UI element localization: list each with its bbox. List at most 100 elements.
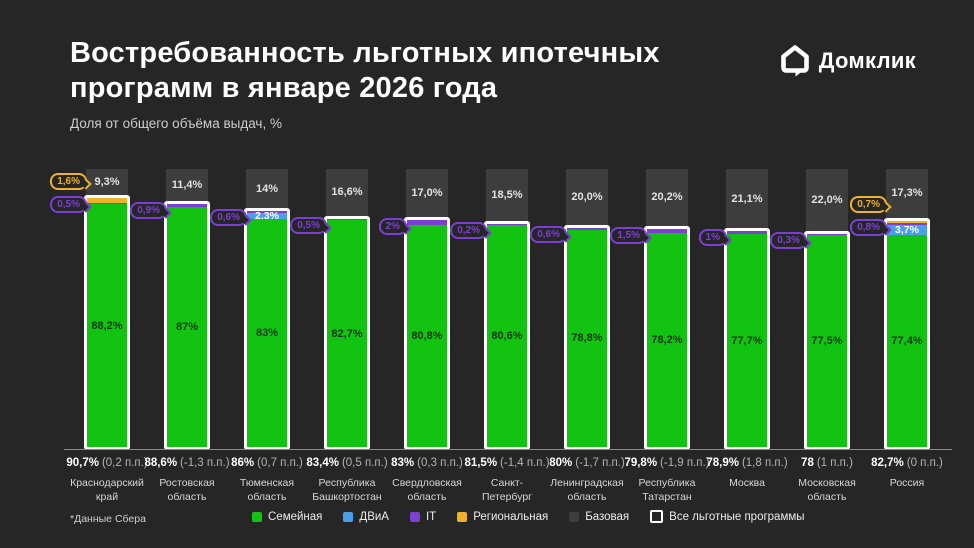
- family-segment: 88,2%: [87, 204, 127, 447]
- x-axis-baseline: [64, 449, 952, 450]
- base-value-label: 17,0%: [411, 186, 443, 199]
- total-value: 83%: [391, 457, 415, 469]
- it-value-callout: 0,9%: [130, 202, 167, 220]
- family-value-label: 82,7%: [331, 327, 363, 340]
- total-change: (0,3 п.п.): [417, 457, 463, 469]
- family-value-label: 83%: [255, 327, 279, 340]
- bar-stack: 11,4% 87%: [147, 169, 227, 450]
- legend-item-base: Базовая: [569, 511, 629, 523]
- base-value-label: 18,5%: [491, 189, 523, 201]
- preferential-programs-box: 87%: [164, 201, 210, 450]
- dvia-swatch-icon: [343, 511, 354, 522]
- regional-swatch-icon: [457, 511, 468, 522]
- regional-segment: [887, 220, 927, 223]
- preferential-programs-box: 77,5%: [804, 230, 850, 450]
- region-name: Ленинградская область: [550, 477, 624, 503]
- legend-item-family: Семейная: [252, 511, 322, 523]
- total-label: 90,7% (0,2 п.п.): [66, 457, 147, 469]
- it-value-callout: 1,5%: [610, 226, 647, 244]
- regional-value-callout: 1,6%: [50, 173, 87, 191]
- family-segment: 78,8%: [567, 229, 607, 447]
- bar-column: 16,6% 82,7% 0,5% 83,4% (0,5 п.п.) Республика …: [290, 169, 388, 503]
- region-name: Республика Башкортостан: [312, 477, 382, 503]
- bar-column: 14% 2,3% 83% 0,6% 86% (0,7 п.п.) Тюменская обл…: [210, 169, 307, 503]
- preferential-programs-box: 80,6%: [484, 221, 530, 450]
- base-segment: 9,3%: [86, 169, 128, 196]
- it-value-callout: 0,2%: [450, 221, 487, 239]
- data-source-footnote: *Данные Сбера: [70, 513, 146, 525]
- bar-stack: 22,0% 77,5%: [787, 169, 867, 450]
- base-segment: 22,0%: [806, 169, 848, 231]
- legend-item-regional: Региональная: [457, 511, 548, 523]
- total-label: 83,4% (0,5 п.п.): [306, 457, 387, 469]
- base-segment: 11,4%: [166, 169, 208, 202]
- total-value: 79,8%: [624, 457, 658, 469]
- page-subtitle: Доля от общего объёма выдач, %: [70, 115, 282, 131]
- chart-legend: Семейная ДВиА IT Региональная Базовая Все льг…: [252, 510, 805, 523]
- total-label: 81,5% (-1,4 п.п.): [464, 457, 549, 469]
- total-label: 86% (0,7 п.п.): [231, 457, 303, 469]
- family-segment: 77,4%: [887, 235, 927, 447]
- total-value: 88,6%: [144, 457, 178, 469]
- it-value-callout: 0,8%: [850, 218, 887, 236]
- preferential-programs-box: 88,2%: [84, 195, 130, 450]
- family-segment: 82,7%: [327, 220, 367, 447]
- bar-stack: 14% 2,3% 83%: [227, 169, 307, 450]
- family-segment: 77,7%: [727, 234, 767, 447]
- preferential-programs-box: 80,8%: [404, 216, 450, 450]
- preferential-programs-box: 82,7%: [324, 215, 370, 450]
- total-label: 83% (0,3 п.п.): [391, 457, 463, 469]
- it-segment: [807, 233, 847, 235]
- bar-stack: 20,0% 78,8%: [547, 169, 627, 450]
- it-value-callout: 0,5%: [290, 216, 327, 234]
- it-segment: [407, 219, 447, 226]
- bar-stack: 21,1% 77,7%: [707, 169, 787, 450]
- total-change: (0,5 п.п.): [341, 457, 388, 469]
- total-change: (0,2 п.п.): [101, 457, 148, 469]
- legend-label-dvia: ДВиА: [359, 510, 389, 523]
- total-change: (0 п.п.): [906, 457, 943, 469]
- total-change: (0,7 п.п.): [257, 457, 303, 469]
- region-name: Свердловская область: [392, 477, 462, 503]
- family-segment: 80,6%: [487, 224, 527, 447]
- region-name: Московская область: [798, 477, 856, 503]
- family-value-label: 77,5%: [811, 334, 843, 347]
- house-icon: [780, 44, 810, 77]
- dvia-segment: 3,7%: [887, 225, 927, 235]
- preferential-programs-box: 78,8%: [564, 225, 610, 450]
- total-value: 90,7%: [66, 457, 99, 469]
- dvia-segment: 2,3%: [247, 211, 287, 222]
- it-value-callout: 0,3%: [770, 231, 807, 249]
- base-value-label: 11,4%: [171, 179, 203, 192]
- page-title: Востребованность льготных ипотечных прог…: [70, 36, 660, 107]
- bar-stack: 16,6% 82,7%: [307, 169, 387, 450]
- base-segment: 20,0%: [566, 169, 608, 226]
- total-change: (-1,9 п.п.): [660, 457, 710, 469]
- base-segment: 17,3%: [886, 169, 928, 218]
- preferential-programs-box: 77,7%: [724, 228, 770, 450]
- preferential-programs-box: 2,3% 83%: [244, 208, 290, 450]
- domclick-logo: Домклик: [780, 44, 916, 77]
- preferential-programs-box: 78,2%: [644, 225, 690, 450]
- total-label: 78,9% (1,8 п.п.): [706, 457, 787, 469]
- it-segment: [487, 224, 527, 225]
- it-value-callout: 2%: [378, 217, 407, 235]
- region-name: Тюменская область: [239, 477, 295, 503]
- regional-segment: [87, 198, 127, 203]
- legend-item-outline: Все льготные программы: [650, 510, 805, 523]
- region-name: Ростовская область: [159, 477, 215, 503]
- base-value-label: 14%: [255, 182, 279, 195]
- it-value-callout: 0,5%: [50, 196, 87, 214]
- family-value-label: 87%: [175, 320, 199, 333]
- bar-column: 9,3% 88,2% 1,6% 0,5% 90,7% (0,2 п.п.) Краснода…: [50, 169, 148, 503]
- region-name: Республика Татарстан: [638, 477, 696, 503]
- bar-column: 22,0% 77,5% 0,3% 78 (1 п.п.) Московская облас…: [770, 169, 867, 503]
- bar-stack: 18,5% 80,6%: [467, 169, 547, 450]
- base-value-label: 21,1%: [731, 192, 763, 205]
- family-value-label: 80,6%: [491, 329, 523, 342]
- base-value-label: 9,3%: [94, 176, 120, 189]
- total-change: (-1,3 п.п.): [180, 457, 230, 469]
- family-segment: 83%: [247, 219, 287, 447]
- legend-label-outline: Все льготные программы: [669, 510, 805, 523]
